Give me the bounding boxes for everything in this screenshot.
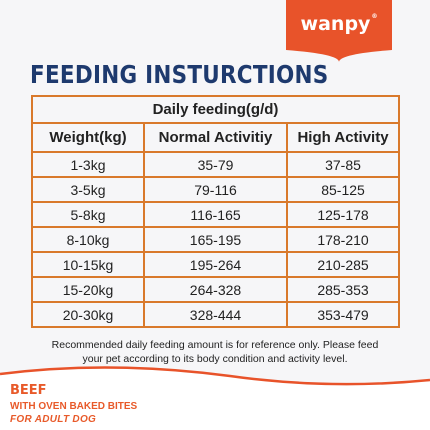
column-header-weight: Weight(kg) [31,122,145,153]
feeding-note-line-1: Recommended daily feeding amount is for … [51,339,379,351]
table-row: 1-3kg 35-79 37-85 [31,151,401,178]
table-row: 20-30kg 328-444 353-479 [31,301,401,328]
weight-cell: 15-20kg [31,276,145,303]
table-row: 10-15kg 195-264 210-285 [31,251,401,278]
brand-logo-text: wanpy [300,13,371,35]
high-cell: 210-285 [285,251,401,278]
weight-cell: 8-10kg [31,226,145,253]
column-header-high: High Activity [285,122,401,153]
weight-cell: 3-5kg [31,176,145,203]
feeding-note: Recommended daily feeding amount is for … [20,338,410,366]
high-cell: 85-125 [285,176,401,203]
product-subtitle: WITH OVEN BAKED BITES [10,401,138,412]
weight-cell: 5-8kg [31,201,145,228]
group-header: Daily feeding(g/d) [30,95,401,124]
high-cell: 37-85 [285,151,401,178]
table-row: 15-20kg 264-328 285-353 [31,276,401,303]
weight-cell: 20-30kg [31,301,145,328]
high-cell: 178-210 [285,226,401,253]
normal-cell: 79-116 [143,176,288,203]
normal-cell: 165-195 [143,226,288,253]
normal-cell: 195-264 [143,251,288,278]
table-row: 3-5kg 79-116 85-125 [31,176,401,203]
normal-cell: 328-444 [143,301,288,328]
high-cell: 353-479 [285,301,401,328]
normal-cell: 35-79 [143,151,288,178]
high-cell: 125-178 [285,201,401,228]
brand-banner: wanpy® [286,0,392,62]
product-flavor: BEEF [10,383,47,398]
product-audience: FOR ADULT DOG [10,414,97,425]
weight-cell: 1-3kg [31,151,145,178]
normal-cell: 116-165 [143,201,288,228]
banner-shape [286,0,392,62]
feeding-note-line-2: your pet according to its body condition… [82,353,348,365]
weight-cell: 10-15kg [31,251,145,278]
feeding-table: Daily feeding(g/d) Weight(kg) Normal Act… [30,95,401,328]
high-cell: 285-353 [285,276,401,303]
registered-mark: ® [371,13,378,20]
brand-logo: wanpy® [286,13,392,35]
table-row: 5-8kg 116-165 125-178 [31,201,401,228]
page-title: FEEDING INSTURCTIONS [30,60,329,89]
normal-cell: 264-328 [143,276,288,303]
table-row: 8-10kg 165-195 178-210 [31,226,401,253]
column-header-normal: Normal Activitiy [143,122,288,153]
decorative-wave [0,366,430,430]
